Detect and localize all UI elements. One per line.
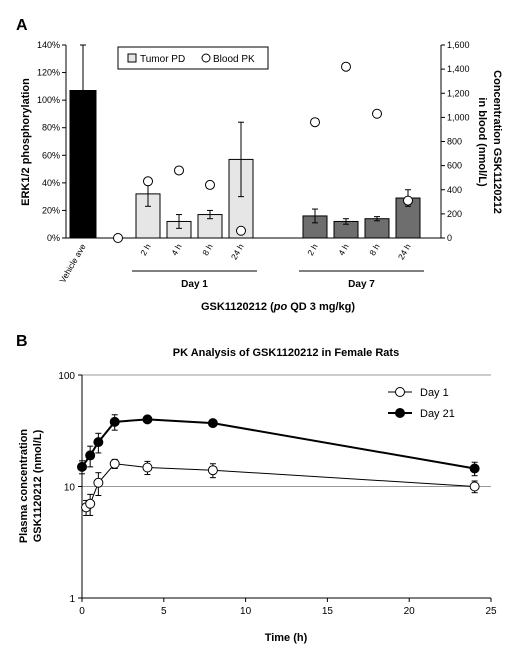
group-label: Day 1 xyxy=(181,279,208,290)
panel-b: B PK Analysis of GSK1120212 in Female Ra… xyxy=(16,333,497,644)
pk-point-vehicle xyxy=(113,233,123,243)
panel-a-bars xyxy=(69,44,421,239)
time-tick-label: 4 h xyxy=(169,242,184,257)
panel-b-y-tick-label: 1 xyxy=(69,594,75,605)
panel-b-xlabel: Time (h) xyxy=(265,632,308,644)
panel-a-pk-points xyxy=(113,61,413,243)
panel-b-letter: B xyxy=(16,333,28,350)
day21-point xyxy=(93,437,104,448)
panel-b-x-tick-label: 5 xyxy=(161,606,167,617)
panel-a-right-axis-label-line2: in blood (nmol/L) xyxy=(476,97,488,187)
day21-point xyxy=(85,450,96,461)
panel-a-legend: Tumor PD Blood PK xyxy=(117,46,269,70)
panel-b-x-tick-label: 20 xyxy=(404,606,416,617)
day1-point xyxy=(142,462,153,473)
panel-b-axes: 1 10 100 0 5 10 15 20 25 xyxy=(58,371,497,617)
panel-a-letter: A xyxy=(16,17,28,34)
vehicle-tick-label: Vehicle ave xyxy=(57,242,88,285)
panel-a-xlabel-suffix: QD 3 mg/kg) xyxy=(287,301,355,313)
panel-b-legend: Day 1 Day 21 xyxy=(388,387,455,420)
legend-day1-marker xyxy=(395,387,405,397)
panel-b-y-tick-label: 100 xyxy=(58,371,75,382)
time-tick-label: 24 h xyxy=(229,242,246,262)
panel-a-right-tick-label: 1,600 xyxy=(447,40,470,50)
blood-pk-point xyxy=(403,195,413,206)
panel-a-right-tick-label: 200 xyxy=(447,209,462,219)
time-tick-label: 2 h xyxy=(305,242,320,257)
panel-a-left-tick-label: 120% xyxy=(37,68,60,78)
panel-a-left-tick-label: 40% xyxy=(42,178,60,188)
panel-a-x-axis-label: GSK1120212 (po QD 3 mg/kg) xyxy=(201,301,355,313)
time-tick-label: 2 h xyxy=(138,242,153,257)
legend-day21-label: Day 21 xyxy=(420,408,455,420)
panel-a-right-tick-label: 1,400 xyxy=(447,64,470,74)
svg-text:GSK1120212 (po QD 3 mg/kg): GSK1120212 (po QD 3 mg/kg) xyxy=(201,301,355,313)
panel-a-right-tick-label: 1,000 xyxy=(447,112,470,122)
blood-pk-point xyxy=(372,108,382,119)
panel-a-right-tick-label: 800 xyxy=(447,137,462,147)
blood-pk-point xyxy=(341,61,351,72)
panel-b-x-tick-label: 10 xyxy=(240,606,252,617)
day1-point xyxy=(469,481,480,492)
panel-b-x-tick-label: 15 xyxy=(322,606,334,617)
day1-point xyxy=(93,477,104,488)
panel-a-right-tick-label: 400 xyxy=(447,185,462,195)
panel-a-xlabel-italic: po xyxy=(273,301,288,313)
panel-a-right-tick-label: 0 xyxy=(447,233,452,243)
blood-pk-point xyxy=(174,165,184,176)
panel-a-left-tick-label: 100% xyxy=(37,95,60,105)
panel-a-left-tick-label: 80% xyxy=(42,123,60,133)
legend-blood-pk-marker xyxy=(201,53,211,63)
panel-a-right-tick-label: 1,200 xyxy=(447,88,470,98)
panel-b-x-tick-label: 25 xyxy=(485,606,497,617)
panel-a-left-tick-label: 60% xyxy=(42,150,60,160)
blood-pk-point xyxy=(205,179,215,190)
blood-pk-point xyxy=(310,117,320,128)
time-tick-label: 24 h xyxy=(396,242,413,262)
panel-a: A 0% 20% 40% 60% 80% 100% 120% 140% 0 200 400 600 80… xyxy=(16,17,503,313)
time-tick-label: 4 h xyxy=(336,242,351,257)
panel-a-left-axis-label: ERK1/2 phosphorylation xyxy=(20,78,32,206)
day21-point xyxy=(469,463,480,474)
tumor-pd-bar xyxy=(135,193,161,239)
day21-point xyxy=(77,461,87,472)
day21-line xyxy=(81,418,475,470)
tumor-pd-bar xyxy=(364,218,390,239)
panel-b-series xyxy=(77,414,480,516)
panel-b-ylabel-line1: Plasma concentration xyxy=(18,429,30,544)
legend-blood-pk-label: Blood PK xyxy=(213,54,255,65)
blood-pk-point xyxy=(143,176,153,187)
panel-a-right-axis-label-line1: Concentration GSK1120212 xyxy=(491,70,503,214)
time-tick-label: 8 h xyxy=(200,242,215,257)
day21-point xyxy=(207,418,218,429)
panel-a-left-tick-label: 0% xyxy=(47,233,60,243)
legend-day1-label: Day 1 xyxy=(420,387,449,399)
panel-b-ylabel-line2: GSK1120212 (nmol/L) xyxy=(32,429,44,542)
legend-day21-marker xyxy=(395,408,405,418)
panel-b-title: PK Analysis of GSK1120212 in Female Rats xyxy=(173,347,399,359)
panel-a-left-tick-label: 20% xyxy=(42,205,60,215)
panel-b-x-tick-label: 0 xyxy=(79,606,85,617)
legend-tumor-pd-label: Tumor PD xyxy=(140,54,185,65)
panel-b-y-tick-label: 10 xyxy=(64,483,76,494)
group-label: Day 7 xyxy=(348,279,375,290)
legend-tumor-pd-swatch xyxy=(127,53,137,63)
panel-a-right-tick-label: 600 xyxy=(447,161,462,171)
day21-point xyxy=(109,416,120,427)
day1-point xyxy=(109,458,120,469)
day1-point xyxy=(207,465,218,476)
time-tick-label: 8 h xyxy=(367,242,382,257)
panel-a-left-tick-label: 140% xyxy=(37,40,60,50)
day1-point xyxy=(85,498,96,509)
panel-a-xlabel-prefix: GSK1120212 ( xyxy=(201,301,274,313)
legend-box xyxy=(117,46,269,70)
day21-point xyxy=(142,414,153,425)
blood-pk-point xyxy=(236,225,246,236)
